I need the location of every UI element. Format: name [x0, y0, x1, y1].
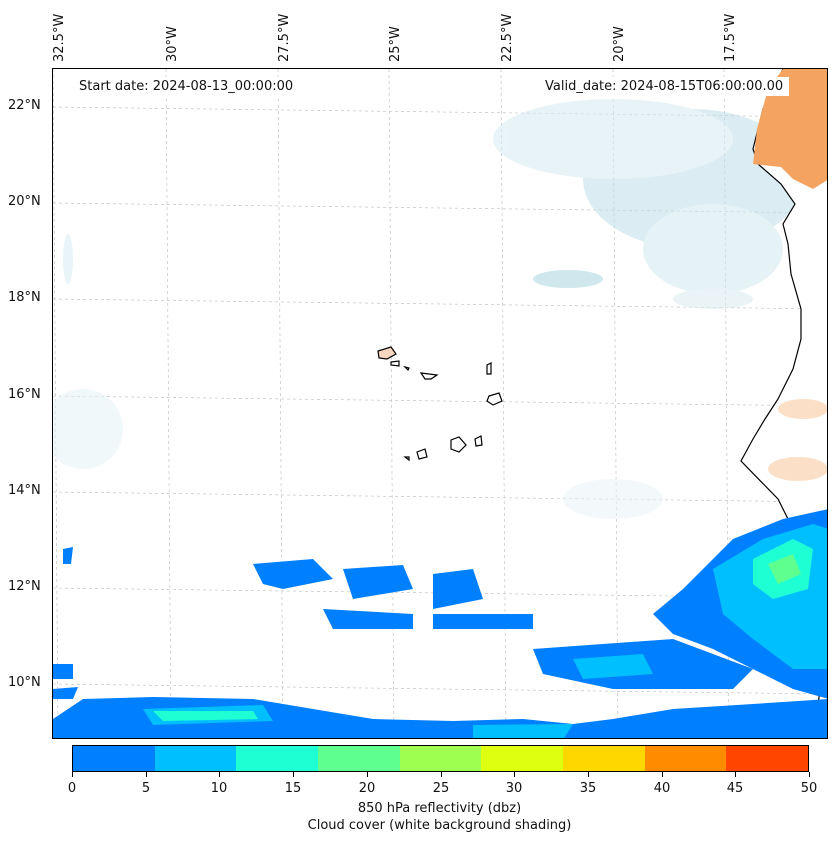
- colorbar-tick: [146, 772, 147, 777]
- colorbar-tick-label: 20: [358, 781, 376, 796]
- colorbar-tick-label: 45: [726, 781, 744, 796]
- colorbar-tick: [72, 772, 73, 777]
- colorbar-tick: [514, 772, 515, 777]
- cape-verde-islands: [377, 346, 503, 462]
- longitude-label: 17.5°W: [723, 13, 738, 62]
- colorbar-sublabel: Cloud cover (white background shading): [307, 818, 572, 833]
- colorbar-tick-label: 50: [800, 781, 818, 796]
- latitude-label: 10°N: [8, 675, 41, 690]
- colorbar-tick-label: 25: [432, 781, 450, 796]
- colorbar-segment: [563, 746, 645, 771]
- longitude-label: 22.5°W: [500, 13, 515, 62]
- colorbar-segment: [318, 746, 400, 771]
- colorbar-tick: [588, 772, 589, 777]
- longitude-label: 30°W: [165, 26, 180, 62]
- colorbar-tick-label: 10: [210, 781, 228, 796]
- colorbar-tick: [293, 772, 294, 777]
- colorbar-tick: [662, 772, 663, 777]
- colorbar-tick: [809, 772, 810, 777]
- reflectivity-colorbar: [72, 745, 809, 772]
- reflectivity-contours: [53, 509, 827, 738]
- longitude-label: 27.5°W: [277, 13, 292, 62]
- colorbar-tick: [219, 772, 220, 777]
- longitude-label: 25°W: [388, 26, 403, 62]
- colorbar-tick-label: 0: [67, 781, 77, 796]
- longitude-label: 32.5°W: [52, 13, 67, 62]
- latitude-label: 20°N: [8, 194, 41, 209]
- colorbar-tick: [367, 772, 368, 777]
- colorbar-tick-label: 35: [579, 781, 597, 796]
- land-heat-shading: [768, 399, 827, 481]
- colorbar-tick: [441, 772, 442, 777]
- colorbar-segment: [73, 746, 155, 771]
- colorbar-segment: [726, 746, 809, 771]
- land-mauritania-shade: [753, 69, 827, 189]
- colorbar-segment: [644, 746, 727, 771]
- colorbar-tick-label: 15: [284, 781, 302, 796]
- colorbar-segment: [399, 746, 482, 771]
- colorbar-tick-label: 30: [505, 781, 523, 796]
- colorbar-tick-label: 40: [653, 781, 671, 796]
- latitude-label: 12°N: [8, 579, 41, 594]
- map-canvas: [53, 69, 827, 738]
- colorbar-tick-label: 5: [141, 781, 151, 796]
- colorbar-tick: [735, 772, 736, 777]
- latitude-label: 22°N: [8, 98, 41, 113]
- cloud-cover-shading: [53, 99, 803, 519]
- start-date-label: Start date: 2024-08-13_00:00:00: [73, 77, 300, 96]
- colorbar-label: 850 hPa reflectivity (dbz): [357, 801, 522, 816]
- colorbar-segment: [236, 746, 319, 771]
- colorbar-segment: [481, 746, 564, 771]
- latitude-label: 16°N: [8, 387, 41, 402]
- colorbar-segment: [154, 746, 237, 771]
- longitude-label: 20°W: [612, 26, 627, 62]
- latitude-label: 18°N: [8, 290, 41, 305]
- valid-date-label: Valid_date: 2024-08-15T06:00:00.00: [539, 77, 790, 96]
- map-panel: [52, 68, 828, 739]
- latitude-label: 14°N: [8, 483, 41, 498]
